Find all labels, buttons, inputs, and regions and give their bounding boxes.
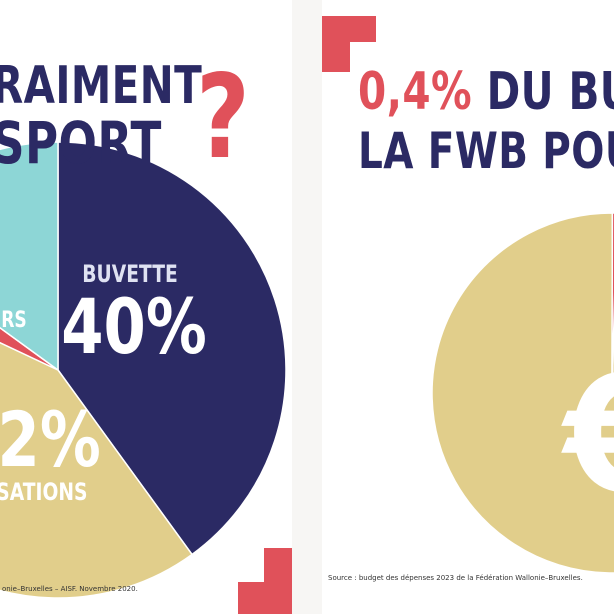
right-title-line1: 0,4% DU BU — [358, 66, 614, 118]
top-corner-bracket-icon — [322, 16, 376, 72]
slice-label-buvette: BUVETTE — [82, 261, 177, 289]
pie-slice-1 — [0, 341, 194, 599]
pie-slice-0 — [431, 212, 614, 574]
slice-label-teal: RS — [1, 307, 27, 333]
left-source-note: onie–Bruxelles – AISF. Novembre 2020. — [2, 585, 138, 593]
left-title-line1: RAIMENT — [0, 56, 203, 116]
right-title-highlight: 0,4% — [358, 62, 473, 122]
right-title-rest: DU BU — [486, 62, 614, 122]
pie-slice-0 — [57, 141, 287, 556]
slice-value-cotisations: 42% — [0, 396, 101, 484]
question-mark: ? — [196, 50, 250, 185]
slice-value-buvette: 40% — [61, 283, 207, 371]
pie-slice-3 — [0, 141, 59, 372]
right-pie-chart: € — [431, 212, 614, 574]
slice-label-cotisations: TISATIONS — [0, 479, 88, 507]
euro-symbol: € — [561, 342, 614, 528]
right-panel: € 0,4% DU BU LA FWB POUR Source : budget… — [322, 0, 614, 614]
right-title-line2: LA FWB POUR — [358, 122, 614, 180]
left-title-line2: SPORT — [0, 109, 162, 177]
right-source-note: Source : budget des dépenses 2023 de la … — [328, 574, 583, 582]
bottom-corner-bracket-icon — [238, 548, 292, 614]
